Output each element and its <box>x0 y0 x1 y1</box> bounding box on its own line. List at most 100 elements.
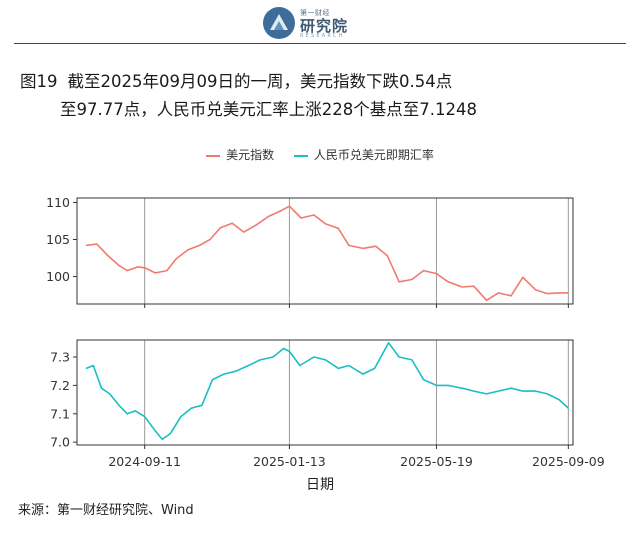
data-point <box>299 364 301 367</box>
logo-top-text: 第一财经 <box>300 9 330 17</box>
legend-swatch <box>293 154 308 157</box>
data-point <box>259 359 261 361</box>
data-point <box>209 238 211 241</box>
panel-frame <box>76 339 574 446</box>
data-point <box>546 393 548 395</box>
data-point <box>256 224 258 226</box>
data-point <box>558 292 560 294</box>
data-point <box>486 299 488 301</box>
data-point <box>567 292 569 294</box>
data-point <box>235 370 237 372</box>
data-point <box>486 393 488 395</box>
data-point <box>510 295 512 297</box>
data-point <box>154 430 156 432</box>
data-point <box>374 367 376 369</box>
data-point <box>280 210 282 212</box>
data-point <box>211 379 213 381</box>
data-point <box>223 373 225 375</box>
x-tick-label: 2025-09-09 <box>532 454 605 469</box>
data-point <box>423 270 425 272</box>
title-line-1: 截至2025年09月09日的一周，美元指数下跌0.54点 <box>67 72 453 91</box>
data-point <box>535 390 537 392</box>
data-point <box>386 255 389 257</box>
data-point <box>300 217 302 219</box>
brand-logo: 第一财经 研究院 RESEARCH <box>262 6 382 40</box>
data-point <box>461 286 463 288</box>
data-point <box>522 276 524 278</box>
data-point <box>348 244 350 247</box>
data-point <box>126 413 128 415</box>
data-point <box>473 390 475 392</box>
logo-mark-icon <box>263 7 295 39</box>
x-axis-title: 日期 <box>306 477 334 493</box>
cny-rate-line <box>85 341 569 441</box>
data-point <box>497 292 499 294</box>
data-point <box>190 407 192 409</box>
data-point <box>435 384 438 387</box>
data-point <box>100 387 103 389</box>
data-point <box>198 244 201 247</box>
data-point <box>118 404 120 406</box>
usd-index-line <box>86 205 569 302</box>
data-point <box>546 293 548 295</box>
data-point <box>109 393 111 395</box>
data-point <box>362 373 364 375</box>
data-point <box>154 272 156 274</box>
data-point <box>461 387 463 389</box>
y-tick-label: 7.2 <box>50 378 70 393</box>
data-point <box>362 247 364 250</box>
data-point <box>535 289 537 291</box>
data-point <box>388 342 390 344</box>
data-point <box>243 231 245 233</box>
data-point <box>272 356 274 358</box>
data-point <box>187 249 189 251</box>
data-point <box>522 390 524 392</box>
x-tick-label: 2024-09-11 <box>108 454 181 469</box>
data-point <box>267 215 269 218</box>
data-point <box>175 258 177 260</box>
data-point <box>423 379 425 381</box>
data-point <box>447 384 449 387</box>
data-point <box>324 359 327 361</box>
legend-item-cny-rate: 人民币兑美元即期汇率 <box>293 146 434 163</box>
data-point <box>497 390 499 392</box>
logo-sub-text: RESEARCH <box>300 33 345 39</box>
data-point <box>134 410 136 412</box>
data-point <box>85 367 87 369</box>
y-tick-label: 7.3 <box>50 350 70 365</box>
data-point <box>375 245 377 247</box>
data-point <box>106 254 108 256</box>
x-tick-label: 2025-05-19 <box>400 454 473 469</box>
data-point <box>337 227 340 229</box>
data-point <box>126 270 128 272</box>
data-point <box>411 359 413 361</box>
data-point <box>324 223 327 225</box>
data-point <box>282 347 285 350</box>
data-point <box>348 364 350 367</box>
data-point <box>510 387 512 389</box>
legend-label: 人民币兑美元即期汇率 <box>313 148 434 162</box>
data-point <box>313 214 315 216</box>
figure-title: 图19 截至2025年09月09日的一周，美元指数下跌0.54点 至97.77点，… <box>20 68 477 124</box>
y-tick-label: 110 <box>46 195 70 210</box>
y-tick-label: 105 <box>46 232 70 247</box>
data-point <box>144 416 146 418</box>
data-point <box>231 222 233 224</box>
source-note: 来源：第一财经研究院、Wind <box>18 503 194 518</box>
legend-item-usd-index: 美元指数 <box>206 146 274 163</box>
data-point <box>201 404 203 406</box>
data-point <box>118 264 120 267</box>
data-point <box>567 407 569 409</box>
header-divider <box>14 43 626 44</box>
data-point <box>435 273 438 275</box>
data-point <box>558 398 560 401</box>
data-point <box>411 278 413 281</box>
data-point <box>247 364 250 367</box>
data-point <box>92 364 94 367</box>
figure-number: 图19 <box>20 72 58 91</box>
data-point <box>161 438 163 440</box>
data-point <box>144 267 146 269</box>
y-tick-label: 7.1 <box>50 406 70 421</box>
data-point <box>96 243 98 245</box>
